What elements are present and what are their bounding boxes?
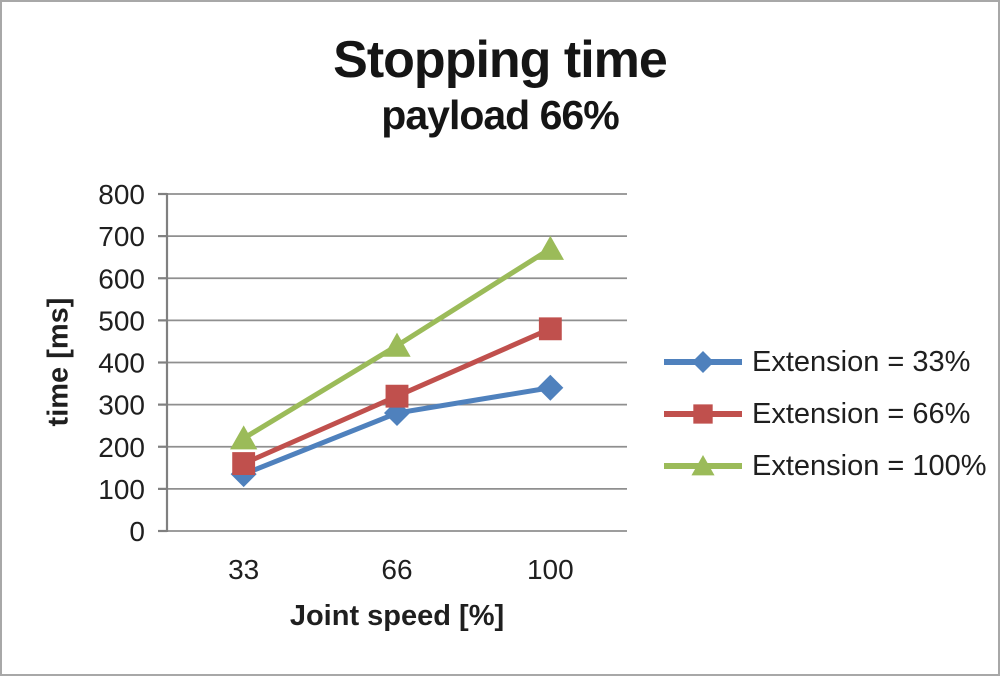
legend-marker-diamond-icon — [664, 351, 742, 373]
legend-marker — [693, 404, 713, 424]
legend-marker-square-icon — [664, 404, 742, 424]
series-marker-square — [538, 317, 562, 341]
y-tick-label: 200 — [98, 432, 145, 463]
legend-label: Extension = 66% — [752, 397, 971, 430]
y-tick-label: 100 — [98, 474, 145, 505]
chart-title-block: Stopping time payload 66% — [2, 30, 998, 140]
x-axis-title: Joint speed [%] — [289, 600, 505, 632]
x-tick-label: 33 — [228, 554, 259, 585]
series-marker-triangle — [383, 332, 411, 357]
y-tick-label: 400 — [98, 348, 145, 379]
y-tick-label: 600 — [98, 263, 145, 294]
legend-marker-triangle-icon — [664, 455, 742, 476]
legend-item-extension-66: Extension = 66% — [662, 397, 987, 430]
legend-marker — [692, 351, 714, 373]
y-tick-label: 700 — [98, 221, 145, 252]
legend: Extension = 33% Extension = 66% Extensio… — [662, 345, 987, 504]
series-marker-square — [385, 384, 409, 408]
chart-title: Stopping time — [333, 31, 668, 89]
y-tick-label: 500 — [98, 305, 145, 336]
x-tick-label: 100 — [527, 554, 574, 585]
legend-item-extension-100: Extension = 100% — [662, 449, 987, 482]
legend-label: Extension = 33% — [752, 345, 971, 378]
legend-item-extension-33: Extension = 33% — [662, 345, 987, 378]
y-tick-label: 800 — [98, 179, 145, 210]
series-marker-triangle — [230, 425, 258, 450]
chart-subtitle: payload 66% — [381, 92, 619, 138]
legend-marker — [691, 455, 715, 476]
y-tick-label: 0 — [129, 516, 145, 547]
series-marker-diamond — [537, 374, 564, 401]
series-marker-square — [232, 452, 256, 476]
series-marker-triangle — [536, 235, 564, 260]
y-tick-label: 300 — [98, 390, 145, 421]
legend-label: Extension = 100% — [752, 449, 987, 482]
x-tick-label: 66 — [381, 554, 412, 585]
